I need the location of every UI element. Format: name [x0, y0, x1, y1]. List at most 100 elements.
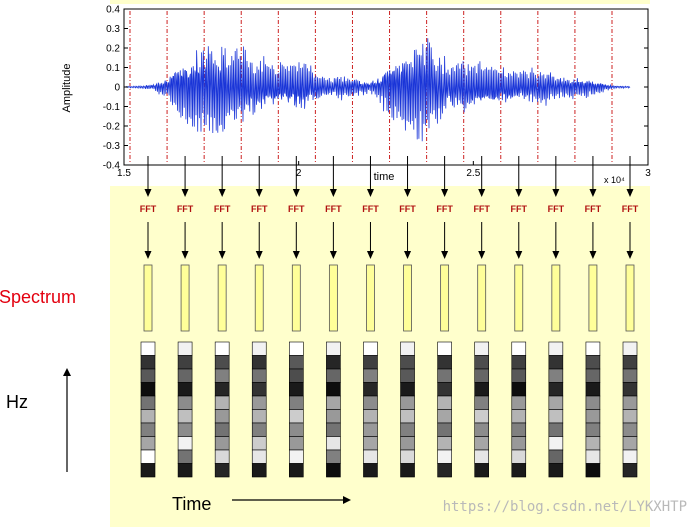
- arrow-to-fft-head: [626, 189, 634, 197]
- spectrogram-cell: [251, 341, 267, 356]
- spectrum-bar: [180, 264, 190, 332]
- spectrogram-cell: [326, 368, 341, 383]
- spectrogram-cell: [511, 395, 527, 410]
- spectrogram-cell: [474, 436, 489, 451]
- spectrogram-cell: [585, 355, 601, 370]
- fft-label: FFT: [140, 204, 157, 214]
- spectrum-label: Spectrum: [0, 287, 77, 307]
- spectrogram-cell: [326, 449, 341, 464]
- spectrogram-cell: [177, 422, 193, 437]
- spectrogram-cell: [548, 449, 564, 464]
- x-exponent-label: x 10⁴: [604, 175, 625, 185]
- spectrum-bar: [403, 264, 412, 332]
- x-tick-label: 2: [296, 168, 302, 179]
- spectrogram-cell: [622, 422, 638, 437]
- spectrogram-cell: [363, 422, 378, 437]
- spectrogram-cell: [585, 449, 601, 464]
- spectrogram-cell: [400, 409, 415, 424]
- spectrogram-cell: [177, 355, 193, 370]
- y-tick-label: -0.1: [103, 102, 121, 113]
- spectrogram-cell: [585, 382, 601, 397]
- spectrogram-cell: [548, 422, 564, 437]
- frame-columns: FFT FFT FFT FFT FFT FFT FFT FFT FFT FFT FFT FFT FFT F…: [140, 156, 639, 478]
- spectrum-bar: [440, 264, 450, 332]
- spectrogram-cell: [474, 449, 489, 464]
- spectrogram-cell: [400, 395, 415, 410]
- spectrogram-cell: [363, 382, 378, 397]
- fft-label: FFT: [214, 204, 231, 214]
- spectrogram-cell: [251, 382, 267, 397]
- spectrogram-cell: [326, 409, 341, 424]
- spectrogram-cell: [363, 436, 378, 451]
- spectrogram-cell: [214, 449, 230, 464]
- spectrogram-cell: [585, 436, 601, 451]
- spectrogram-cell: [251, 355, 267, 370]
- spectrogram-cell: [177, 395, 193, 410]
- spectrum-bar: [366, 264, 375, 332]
- spectrogram-cell: [437, 436, 452, 451]
- spectrum-bar: [143, 264, 153, 332]
- fft-label: FFT: [399, 204, 416, 214]
- spectrogram-cell: [140, 382, 156, 397]
- spectrogram-cell: [400, 368, 415, 383]
- spectrogram-cell: [140, 449, 156, 464]
- spectrogram-cell: [548, 382, 564, 397]
- spectrogram-cell: [622, 463, 638, 478]
- spectrogram-cell: [363, 355, 378, 370]
- spectrogram-cell: [622, 368, 638, 383]
- arrow-to-spectrum-head: [255, 251, 263, 259]
- fft-label: FFT: [288, 204, 305, 214]
- arrow-to-spectrum-head: [552, 251, 560, 259]
- spectrogram-cell: [140, 395, 156, 410]
- arrow-to-spectrum-head: [366, 251, 374, 259]
- arrow-to-spectrum-head: [515, 251, 523, 259]
- time-label: Time: [172, 494, 212, 514]
- spectrogram-cell: [177, 341, 193, 356]
- spectrogram-cell: [400, 449, 415, 464]
- spectrogram-cell: [177, 463, 193, 478]
- spectrogram-cell: [140, 422, 156, 437]
- arrow-to-fft-head: [255, 189, 263, 197]
- y-tick-label: -0.2: [103, 122, 121, 133]
- spectrogram-cell: [622, 355, 638, 370]
- fft-label: FFT: [548, 204, 565, 214]
- arrow-to-spectrum-head: [626, 251, 634, 259]
- spectrogram-cell: [548, 463, 564, 478]
- spectrogram-cell: [363, 449, 378, 464]
- spectrogram-cell: [511, 382, 527, 397]
- spectrum-bar: [217, 264, 227, 332]
- spectrogram-cell: [177, 368, 193, 383]
- spectrogram-cell: [622, 449, 638, 464]
- spectrogram-cell: [214, 355, 230, 370]
- spectrogram-cell: [511, 422, 527, 437]
- spectrogram-cell: [251, 422, 267, 437]
- spectrogram-cell: [548, 436, 564, 451]
- spectrogram-cell: [585, 341, 601, 356]
- amplitude-axis-label: Amplitude: [61, 64, 73, 113]
- spectrogram-cell: [363, 395, 378, 410]
- spectrogram-cell: [363, 409, 378, 424]
- spectrogram-cell: [437, 409, 452, 424]
- spectrogram-cell: [177, 449, 193, 464]
- spectrogram-cell: [474, 422, 489, 437]
- spectrogram-cell: [289, 368, 304, 383]
- spectrogram-cell: [400, 355, 415, 370]
- spectrogram-cell: [289, 436, 304, 451]
- spectrogram-cell: [474, 409, 489, 424]
- spectrum-bar: [551, 264, 561, 332]
- hz-label: Hz: [6, 392, 28, 412]
- spectrogram-cell: [214, 436, 230, 451]
- spectrogram-cell: [437, 422, 452, 437]
- spectrogram-cell: [289, 409, 304, 424]
- spectrogram-cell: [289, 449, 304, 464]
- spectrum-bar: [625, 264, 635, 332]
- y-tick-label: 0.1: [106, 63, 120, 74]
- spectrogram-cell: [437, 368, 452, 383]
- arrow-to-fft-head: [366, 189, 374, 197]
- fft-label: FFT: [325, 204, 342, 214]
- spectrogram-cell: [289, 422, 304, 437]
- spectrogram-cell: [437, 382, 452, 397]
- spectrogram-cell: [622, 341, 638, 356]
- arrow-to-fft-head: [515, 189, 523, 197]
- spectrogram-cell: [140, 463, 156, 478]
